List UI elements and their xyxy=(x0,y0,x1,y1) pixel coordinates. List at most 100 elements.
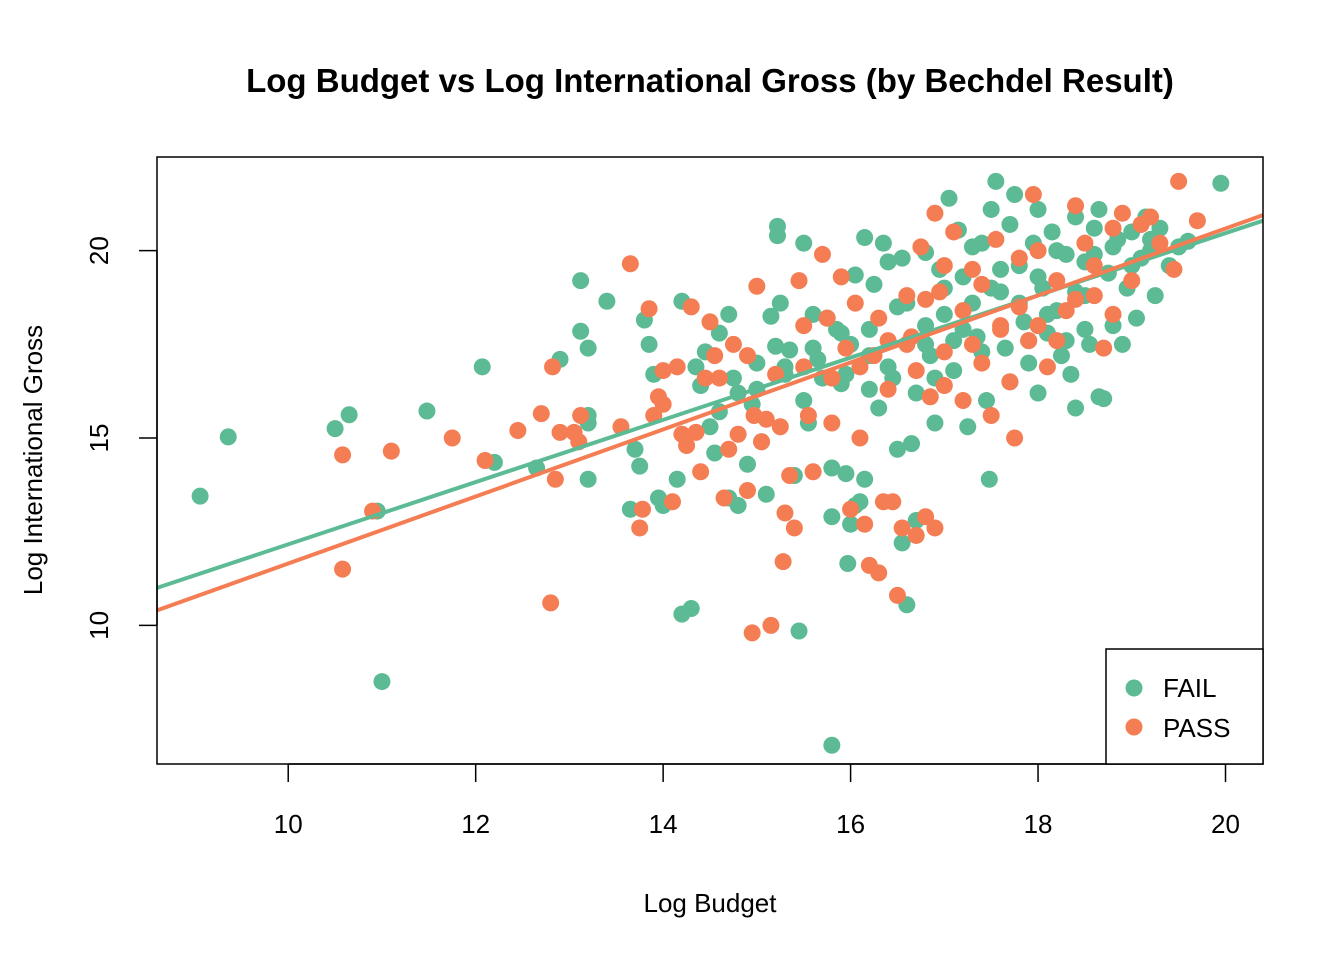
data-point-pass xyxy=(1123,272,1141,290)
data-point-pass xyxy=(1170,172,1188,190)
data-point-pass xyxy=(851,429,869,447)
data-point-fail xyxy=(1090,200,1108,218)
data-point-pass xyxy=(870,564,888,582)
data-point-pass xyxy=(476,452,494,469)
data-point-fail xyxy=(1085,219,1103,237)
data-point-pass xyxy=(621,255,639,273)
data-point-pass xyxy=(724,335,742,353)
data-point-pass xyxy=(1038,358,1056,376)
data-point-pass xyxy=(664,493,682,511)
data-point-pass xyxy=(931,283,949,301)
data-point-pass xyxy=(771,418,789,436)
data-point-fail xyxy=(865,275,883,293)
data-point-pass xyxy=(992,320,1010,338)
data-point-fail xyxy=(418,402,436,420)
data-point-pass xyxy=(1024,185,1042,203)
data-point-fail xyxy=(1081,335,1099,353)
data-point-pass xyxy=(870,309,888,327)
data-point-pass xyxy=(1095,339,1113,357)
data-point-pass xyxy=(509,422,527,440)
data-point-fail xyxy=(1015,313,1033,331)
data-point-fail xyxy=(837,365,855,383)
legend-marker-fail xyxy=(1125,679,1143,697)
data-point-fail xyxy=(804,305,822,323)
data-point-pass xyxy=(963,335,981,353)
data-point-fail xyxy=(907,384,925,402)
data-point-fail xyxy=(823,459,841,477)
data-point-fail xyxy=(860,320,878,338)
data-point-fail xyxy=(982,200,1000,218)
data-point-pass xyxy=(382,442,400,460)
data-point-fail xyxy=(1146,287,1164,305)
data-point-fail xyxy=(963,238,981,256)
x-tick-label: 14 xyxy=(649,809,678,839)
data-point-pass xyxy=(678,437,696,455)
data-point-pass xyxy=(935,257,953,275)
data-point-fail xyxy=(631,457,649,475)
x-tick-label: 20 xyxy=(1211,809,1240,839)
data-point-pass xyxy=(818,309,836,327)
y-tick-label: 15 xyxy=(84,424,114,453)
data-point-fail xyxy=(729,496,747,514)
data-point-fail xyxy=(795,392,813,410)
data-point-fail xyxy=(935,305,953,323)
data-point-fail xyxy=(1029,268,1047,286)
data-point-pass xyxy=(738,481,756,499)
data-point-fail xyxy=(1113,335,1131,353)
data-point-fail xyxy=(870,399,888,417)
data-point-fail xyxy=(1020,354,1038,372)
data-point-fail xyxy=(926,414,944,432)
chart-title: Log Budget vs Log International Gross (b… xyxy=(246,62,1174,99)
data-point-pass xyxy=(334,560,352,578)
x-axis-label: Log Budget xyxy=(643,888,777,918)
data-point-pass xyxy=(846,294,864,312)
x-tick-label: 18 xyxy=(1024,809,1053,839)
data-point-pass xyxy=(973,275,991,293)
data-point-fail xyxy=(860,380,878,398)
data-point-pass xyxy=(542,594,560,612)
data-point-fail xyxy=(879,253,897,271)
data-point-pass xyxy=(888,586,906,604)
y-tick-label: 20 xyxy=(84,236,114,265)
data-point-pass xyxy=(767,365,785,383)
legend-box xyxy=(1105,648,1264,765)
data-point-fail xyxy=(1001,215,1019,233)
data-point-pass xyxy=(963,260,981,278)
data-point-pass xyxy=(935,377,953,395)
data-point-fail xyxy=(879,358,897,376)
data-point-pass xyxy=(1076,234,1094,252)
data-point-pass xyxy=(654,362,672,380)
data-point-pass xyxy=(738,347,756,365)
data-point-pass xyxy=(668,358,686,376)
data-point-fail xyxy=(987,172,1005,190)
data-point-pass xyxy=(443,429,461,447)
data-point-pass xyxy=(1104,219,1122,237)
data-point-fail xyxy=(720,305,738,323)
data-point-pass xyxy=(1029,242,1047,260)
data-point-pass xyxy=(799,407,817,425)
data-point-pass xyxy=(1006,429,1024,447)
data-point-pass xyxy=(954,302,972,320)
data-point-pass xyxy=(898,287,916,305)
data-point-fail xyxy=(1076,320,1094,338)
data-point-pass xyxy=(753,433,771,451)
x-tick-label: 10 xyxy=(274,809,303,839)
data-point-fail xyxy=(1043,223,1061,241)
data-point-fail xyxy=(839,555,857,573)
data-point-fail xyxy=(579,470,597,488)
data-point-pass xyxy=(631,519,649,537)
data-point-fail xyxy=(572,272,590,290)
data-point-fail xyxy=(837,465,855,483)
data-point-fail xyxy=(980,470,998,488)
data-point-fail xyxy=(598,292,616,310)
data-point-pass xyxy=(813,245,831,263)
x-axis: 10 12 14 16 18 20 xyxy=(274,763,1240,839)
data-point-fail xyxy=(191,487,209,505)
data-point-pass xyxy=(1010,249,1028,267)
data-point-fail xyxy=(373,673,391,691)
data-point-pass xyxy=(1165,260,1183,278)
data-point-fail xyxy=(917,335,935,353)
data-point-fail xyxy=(992,283,1010,301)
data-point-fail xyxy=(579,339,597,357)
data-point-pass xyxy=(1029,317,1047,335)
